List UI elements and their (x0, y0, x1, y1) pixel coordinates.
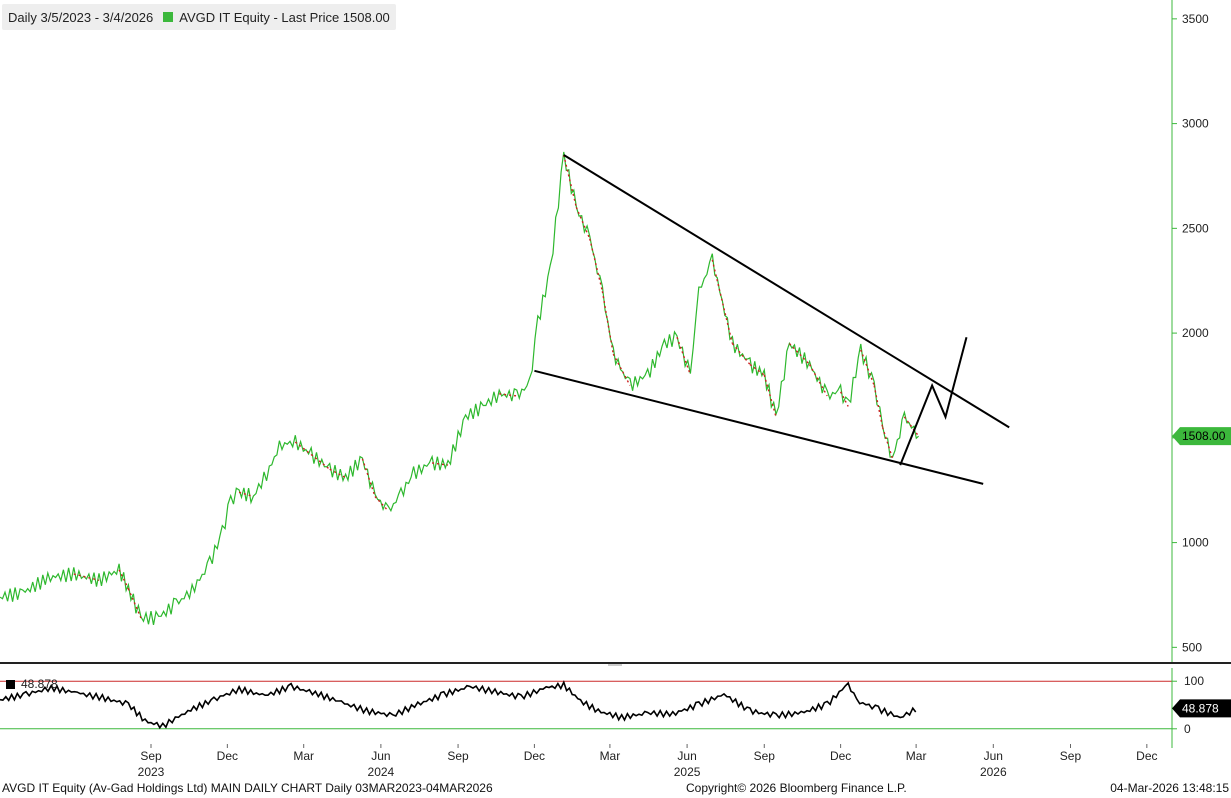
indicator-y-tick-label: 100 (1184, 674, 1204, 688)
price-y-tick-label: 1000 (1182, 536, 1209, 550)
footer-copyright: Copyright© 2026 Bloomberg Finance L.P. (686, 781, 907, 795)
price-decline-segment (127, 588, 142, 619)
x-tick-label: Sep (1060, 749, 1082, 763)
price-decline-segment (808, 364, 828, 397)
x-tick-label: Mar (293, 749, 314, 763)
indicator-swatch (6, 679, 15, 689)
indicator-legend: 48.878 (6, 677, 58, 691)
x-year-label: 2023 (138, 765, 165, 779)
price-decline-segment (731, 343, 751, 365)
price-decline-segment (575, 207, 591, 240)
footer-left: AVGD IT Equity (Av-Gad Holdings Ltd) MAI… (2, 781, 493, 795)
footer-timestamp: 04-Mar-2026 13:48:15 (1110, 781, 1229, 795)
indicator-plot (0, 680, 1172, 730)
price-decline-segment (329, 468, 346, 479)
legend-swatch (163, 12, 174, 22)
x-tick-label: Jun (984, 749, 1003, 763)
x-tick-label: Mar (600, 749, 621, 763)
price-decline-segment (310, 454, 331, 470)
price-y-tick-label: 2000 (1182, 326, 1209, 340)
x-year-label: 2026 (980, 765, 1007, 779)
price-decline-segment (881, 427, 894, 460)
indicator-series-line (0, 680, 917, 730)
indicator-value-label: 48.878 (21, 677, 58, 691)
x-year-label: 2025 (674, 765, 701, 779)
price-decline-segment (294, 441, 312, 456)
x-tick-label: Dec (217, 749, 238, 763)
last-price-label: 1508.00 (1182, 429, 1226, 443)
x-year-label: 2024 (368, 765, 395, 779)
price-y-tick-label: 2500 (1182, 221, 1209, 235)
price-decline-segment (73, 573, 100, 581)
price-plot (0, 151, 1010, 626)
price-decline-segment (763, 374, 777, 418)
price-y-tick-label: 500 (1182, 640, 1202, 654)
price-decline-segment (431, 462, 449, 466)
price-decline-segment (118, 569, 129, 589)
indicator-y-tick-label: 0 (1184, 722, 1191, 736)
x-tick-label: Sep (447, 749, 469, 763)
projected-path (899, 337, 968, 466)
price-decline-segment (873, 385, 884, 428)
indicator-last-tag (1172, 699, 1231, 718)
price-series-line (0, 151, 919, 626)
x-tick-label: Dec (524, 749, 545, 763)
price-decline-segment (374, 496, 389, 512)
price-decline-segment (563, 154, 578, 208)
lower-trendline (534, 369, 984, 485)
indicator-last-label: 48.878 (1182, 701, 1219, 715)
price-decline-segment (860, 349, 875, 386)
last-price-tag (1172, 427, 1231, 446)
legend-label: AVGD IT Equity - Last Price 1508.00 (179, 9, 390, 25)
price-decline-segment (601, 291, 614, 355)
x-tick-label: Dec (830, 749, 851, 763)
price-y-tick-label: 3500 (1182, 12, 1209, 26)
price-decline-segment (903, 416, 920, 437)
x-tick-label: Dec (1136, 749, 1157, 763)
price-decline-segment (612, 353, 631, 386)
x-tick-label: Sep (140, 749, 162, 763)
chart-header: Daily 3/5/2023 - 3/4/2026 AVGD IT Equity… (2, 4, 396, 30)
price-decline-segment (676, 337, 692, 376)
price-decline-segment (361, 458, 376, 497)
x-tick-label: Jun (371, 749, 390, 763)
axes: 5001000150020002500300035001508.00Sep202… (0, 0, 1231, 779)
x-tick-label: Jun (677, 749, 696, 763)
date-range: Daily 3/5/2023 - 3/4/2026 (8, 9, 154, 25)
price-decline-segment (711, 259, 734, 344)
price-y-tick-label: 3000 (1182, 117, 1209, 131)
x-tick-label: Mar (906, 749, 927, 763)
x-tick-label: Sep (754, 749, 776, 763)
upper-trendline (563, 154, 1010, 429)
price-decline-segment (589, 238, 604, 292)
